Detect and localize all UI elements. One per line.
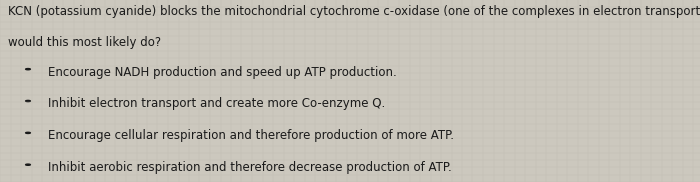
Text: would this most likely do?: would this most likely do? bbox=[8, 36, 162, 49]
Text: Encourage cellular respiration and therefore production of more ATP.: Encourage cellular respiration and there… bbox=[48, 129, 454, 142]
Text: Inhibit electron transport and create more Co-enzyme Q.: Inhibit electron transport and create mo… bbox=[48, 97, 385, 110]
Text: Encourage NADH production and speed up ATP production.: Encourage NADH production and speed up A… bbox=[48, 66, 396, 78]
Text: Inhibit aerobic respiration and therefore decrease production of ATP.: Inhibit aerobic respiration and therefor… bbox=[48, 161, 452, 174]
Text: KCN (potassium cyanide) blocks the mitochondrial cytochrome c-oxidase (one of th: KCN (potassium cyanide) blocks the mitoc… bbox=[8, 5, 700, 18]
